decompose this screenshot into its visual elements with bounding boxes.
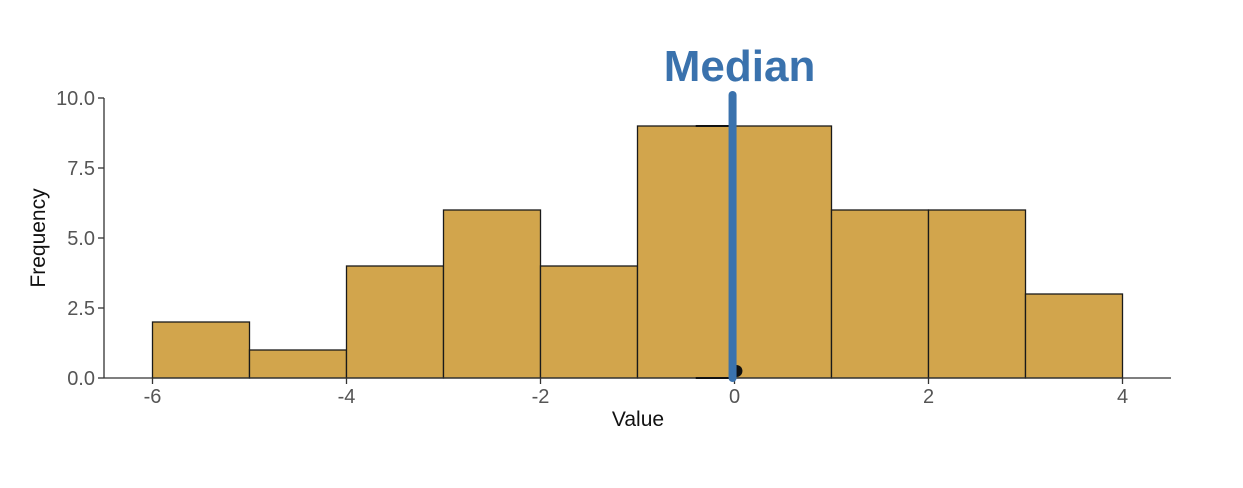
x-tick-label-4: 2 xyxy=(923,386,934,408)
histogram-bar-2 xyxy=(345,265,445,379)
y-tick-label-1: 2.5 xyxy=(67,298,95,320)
annotation-layer: Median xyxy=(664,42,816,382)
histogram-bar-3 xyxy=(442,209,542,379)
median-label: Median xyxy=(664,42,816,91)
histogram-bar-1 xyxy=(248,349,348,379)
histogram-bar-5 xyxy=(636,125,736,379)
histogram-bar-4 xyxy=(539,265,639,379)
histogram-bar-9 xyxy=(1024,293,1124,379)
histogram-bar-7 xyxy=(830,209,930,379)
y-tick-label-3: 7.5 xyxy=(67,158,95,180)
y-tick-label-4: 10.0 xyxy=(56,88,95,110)
x-axis-title: Value xyxy=(612,408,664,431)
x-tick-label-3: 0 xyxy=(729,386,740,408)
axes-layer: -6 -4 -2 0 2 4 0.0 2.5 5.0 7.5 10.0 xyxy=(56,88,1171,408)
y-axis-title: Frequency xyxy=(27,188,50,288)
histogram-bar-8 xyxy=(927,209,1027,379)
x-tick-label-2: -2 xyxy=(532,386,550,408)
x-tick-label-5: 4 xyxy=(1117,386,1128,408)
y-tick-label-2: 5.0 xyxy=(67,228,95,250)
bars-layer xyxy=(151,125,1124,379)
x-tick-label-0: -6 xyxy=(144,386,162,408)
histogram-bar-0 xyxy=(151,321,251,379)
x-tick-label-1: -4 xyxy=(338,386,356,408)
histogram-bar-6 xyxy=(733,125,833,379)
y-tick-label-0: 0.0 xyxy=(67,368,95,390)
